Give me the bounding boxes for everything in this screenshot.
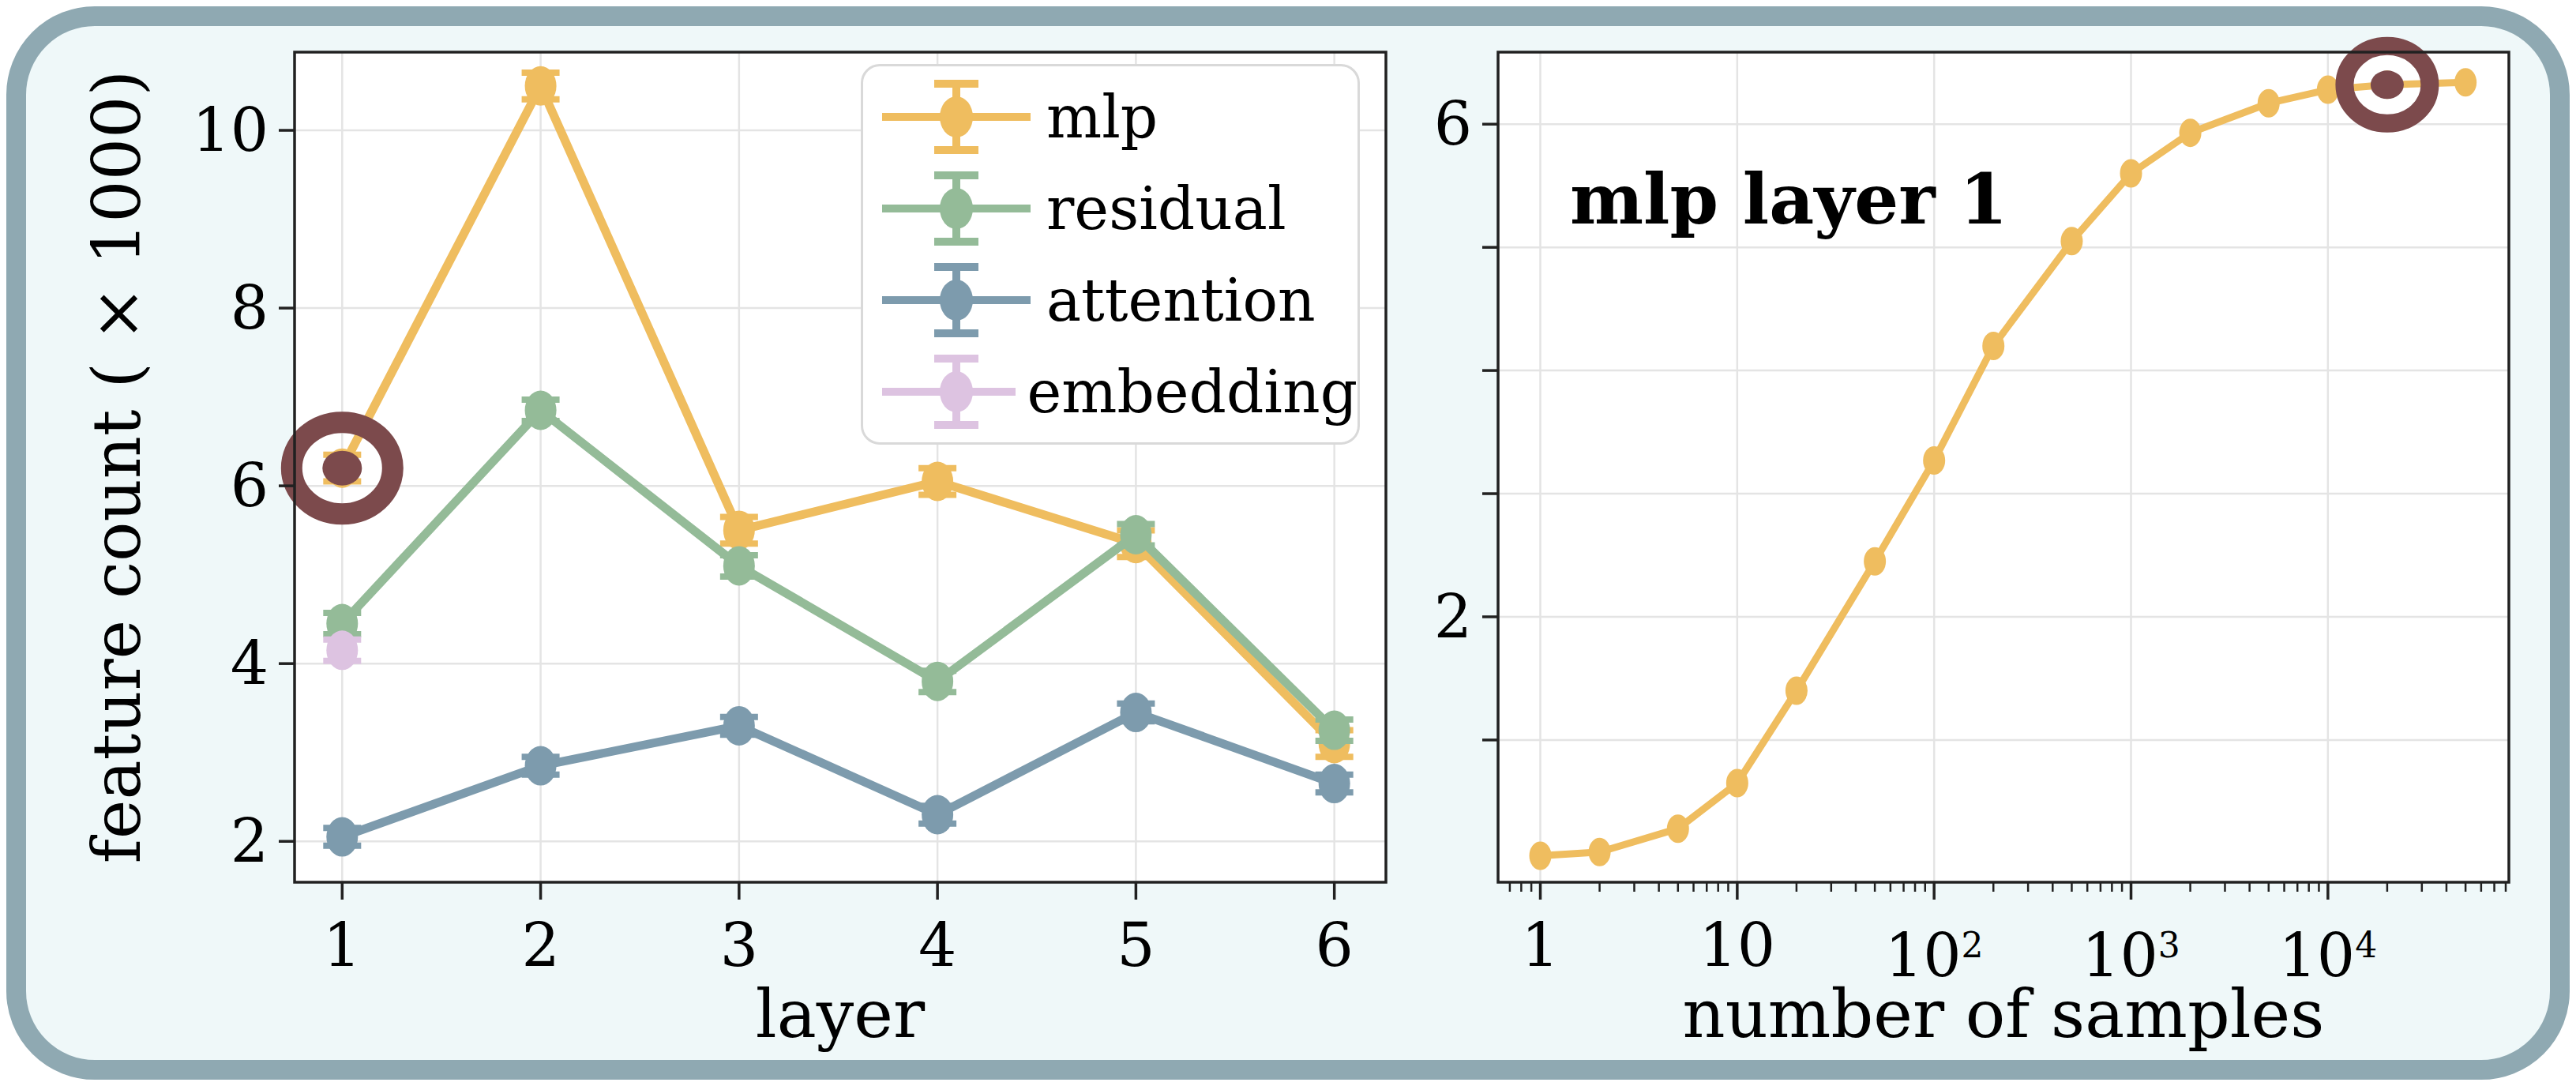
legend-item-mlp: mlp [863, 73, 1357, 160]
data-point [2060, 227, 2082, 255]
right-plot-background [1498, 52, 2509, 882]
data-point [1667, 814, 1689, 843]
data-point [1120, 515, 1151, 554]
data-point [525, 390, 557, 430]
data-point [1589, 838, 1611, 866]
data-point [2454, 68, 2476, 96]
data-point [2258, 89, 2280, 118]
legend-label-embedding: embedding [1027, 358, 1357, 426]
legend-label-residual: residual [1046, 175, 1286, 242]
data-point [723, 510, 755, 550]
legend-box: mlp residual attention embedding [861, 64, 1360, 445]
legend-errorbar-marker-icon [877, 257, 1035, 344]
data-point [1530, 841, 1552, 870]
data-point [1319, 711, 1350, 750]
data-point [1120, 693, 1151, 732]
legend-errorbar-marker-icon [877, 348, 1016, 435]
target-center-dot [2371, 70, 2404, 99]
data-point [723, 706, 755, 746]
data-point [326, 817, 358, 857]
data-point [922, 462, 953, 502]
legend-errorbar-marker-icon [877, 73, 1035, 160]
data-point [723, 546, 755, 585]
left-plot-series-embedding [323, 630, 361, 670]
data-point [1864, 547, 1886, 576]
legend-label-attention: attention [1046, 266, 1316, 334]
data-point [326, 630, 358, 670]
legend-item-attention: attention [863, 257, 1357, 344]
target-center-dot [322, 451, 362, 486]
legend-item-embedding: embedding [863, 348, 1357, 435]
data-point [922, 795, 953, 834]
legend-item-residual: residual [863, 165, 1357, 252]
legend-label-mlp: mlp [1046, 83, 1158, 151]
data-point [922, 662, 953, 701]
data-point [1319, 764, 1350, 803]
legend-errorbar-marker-icon [877, 165, 1035, 252]
data-point [1726, 768, 1748, 797]
data-point [2180, 118, 2202, 147]
data-point [2120, 160, 2142, 188]
data-point [525, 66, 557, 106]
right-plot [1482, 46, 2509, 900]
data-point [1786, 677, 1808, 705]
data-point [525, 746, 557, 786]
data-point [2317, 76, 2339, 104]
data-point [1923, 446, 1945, 475]
data-point [1982, 332, 2004, 360]
